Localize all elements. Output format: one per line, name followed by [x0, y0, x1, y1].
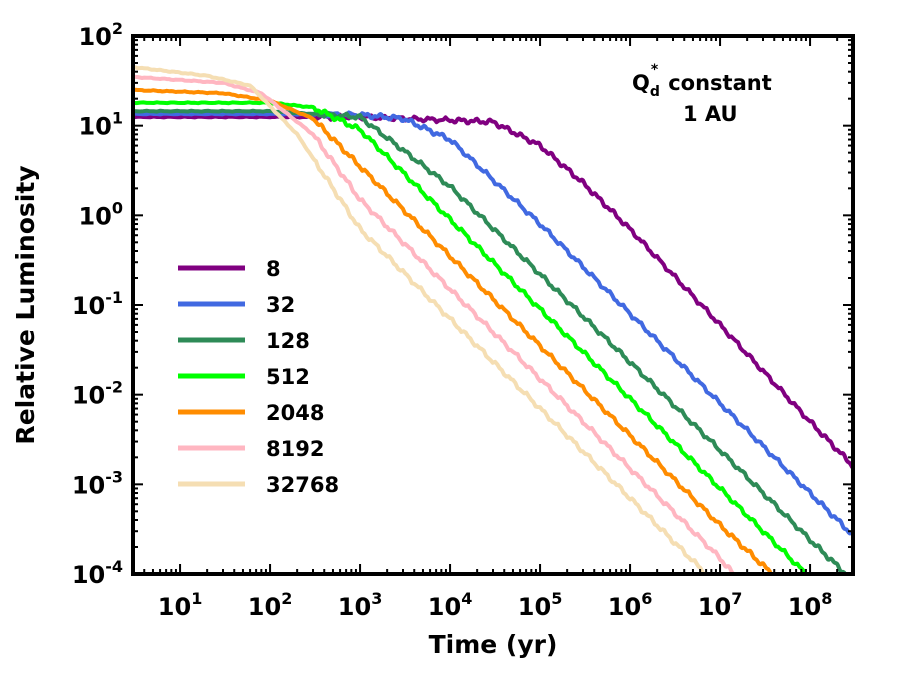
series-line-512	[133, 100, 808, 574]
legend: 8 32 128 512 2048 8192 32768	[178, 257, 339, 497]
annotation-q-subscript: d	[650, 84, 660, 100]
annotation: Qd * constant 1 AU	[632, 62, 772, 126]
annotation-q: Q	[632, 71, 650, 95]
y-tick-label: 10-4	[72, 557, 123, 589]
tick-layer	[132, 35, 854, 575]
series-line-8	[133, 112, 853, 469]
legend-label-8: 8	[266, 257, 281, 281]
series-line-32768	[133, 65, 707, 574]
x-tick-label: 106	[608, 589, 653, 621]
annotation-line2: 1 AU	[683, 102, 738, 126]
legend-label-512: 512	[266, 365, 310, 389]
legend-label-2048: 2048	[266, 401, 324, 425]
x-tick-label: 103	[338, 589, 383, 621]
legend-label-32: 32	[266, 293, 295, 317]
series-line-2048	[133, 87, 773, 574]
legend-label-32768: 32768	[266, 473, 339, 497]
x-tick-label: 104	[428, 589, 473, 621]
y-tick-label: 10-3	[72, 467, 123, 499]
x-axis-label: Time (yr)	[429, 630, 558, 659]
annotation-q-superscript: *	[651, 62, 659, 78]
x-tick-label: 105	[518, 589, 563, 621]
y-tick-label: 10-1	[72, 288, 123, 320]
y-tick-label: 102	[78, 19, 123, 51]
series-line-8192	[133, 74, 736, 574]
legend-label-8192: 8192	[266, 437, 324, 461]
annotation-line1: Qd * constant	[632, 62, 772, 100]
x-tick-label: 102	[248, 589, 293, 621]
x-tick-label: 107	[698, 589, 743, 621]
y-tick-label: 101	[78, 109, 123, 141]
x-tick-label: 108	[788, 589, 833, 621]
annotation-rest: constant	[668, 71, 772, 95]
legend-label-128: 128	[266, 329, 310, 353]
tick-label-layer: 101 102 103 104 105 106 107 108 10-4 10-3 10-2 10-1…	[72, 19, 833, 621]
series-layer	[133, 65, 853, 574]
y-tick-label: 100	[78, 198, 123, 230]
y-axis-label: Relative Luminosity	[11, 165, 40, 444]
y-tick-label: 10-2	[72, 378, 123, 410]
x-tick-label: 101	[158, 589, 203, 621]
